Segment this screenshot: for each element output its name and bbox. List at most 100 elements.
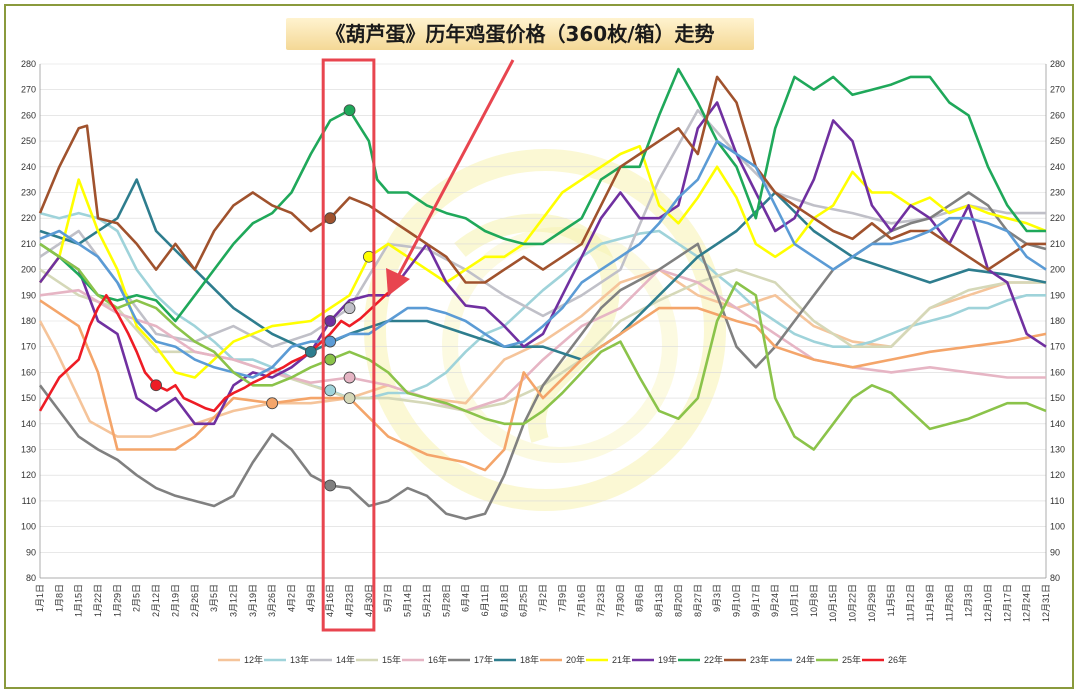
series-line-19年 [38, 101, 1047, 426]
series-marker-18年 [304, 345, 317, 358]
legend-label: 20年 [566, 654, 585, 665]
y-tick-label-right: 200 [1050, 265, 1065, 275]
series-line-16年 [39, 268, 1046, 413]
x-tick-label: 6月25日 [519, 584, 529, 617]
y-tick-label-left: 180 [21, 316, 36, 326]
x-tick-label: 9月24日 [770, 584, 780, 617]
y-tick-label-left: 170 [21, 342, 36, 352]
x-tick-label: 10月1日 [790, 584, 800, 617]
x-tick-label: 4月23日 [345, 584, 355, 617]
y-tick-label-left: 160 [21, 367, 36, 377]
x-tick-label: 12月10日 [983, 584, 993, 622]
x-tick-label: 6月18日 [499, 584, 509, 617]
y-tick-label-right: 90 [1050, 547, 1060, 557]
x-tick-label: 10月29日 [867, 584, 877, 622]
x-tick-label: 1月8日 [54, 584, 64, 612]
legend-label: 19年 [658, 654, 677, 665]
series-line-22年 [39, 67, 1046, 323]
x-tick-label: 3月19日 [248, 584, 258, 617]
y-tick-label-left: 200 [21, 265, 36, 275]
x-tick-label: 8月27日 [693, 584, 703, 617]
x-tick-label: 11月5日 [886, 584, 896, 616]
x-tick-label: 10月22日 [848, 584, 858, 622]
y-tick-label-left: 150 [21, 393, 36, 403]
legend-label: 26年 [888, 654, 907, 665]
x-tick-label: 3月26日 [267, 584, 277, 617]
x-tick-label: 7月30日 [615, 584, 625, 617]
legend-label: 15年 [382, 654, 401, 665]
series-line-24年 [39, 139, 1047, 379]
legend-label: 17年 [474, 654, 493, 665]
series-line-25年 [39, 242, 1047, 451]
y-tick-label-left: 220 [21, 213, 36, 223]
x-tick-label: 2月12日 [151, 584, 161, 617]
x-tick-label: 11月26日 [944, 584, 954, 621]
y-tick-label-right: 100 [1050, 522, 1065, 532]
series-marker-22年 [343, 104, 356, 117]
x-tick-label: 8月13日 [654, 584, 664, 617]
x-tick-label: 5月21日 [422, 584, 432, 617]
y-tick-label-left: 100 [21, 522, 36, 532]
y-tick-label-right: 80 [1050, 573, 1060, 583]
y-tick-label-left: 120 [21, 470, 36, 480]
y-tick-label-right: 190 [1050, 290, 1065, 300]
y-tick-label-right: 270 [1050, 85, 1065, 95]
y-tick-label-left: 270 [21, 85, 36, 95]
series-line-17年 [38, 191, 1047, 521]
x-tick-label: 11月19日 [925, 584, 935, 621]
x-tick-label: 2月26日 [190, 584, 200, 617]
x-tick-label: 10月8日 [809, 584, 819, 617]
legend-label: 16年 [428, 654, 447, 665]
y-tick-label-left: 250 [21, 136, 36, 146]
series-marker-23年 [324, 212, 337, 225]
series-markers [150, 104, 375, 492]
x-tick-label: 8月6日 [635, 584, 645, 612]
y-axis-left: 80 90 100 110 120 130 140 150 160 170 180 190 200 210… [21, 59, 41, 583]
y-tick-label-left: 90 [26, 547, 36, 557]
x-tick-label: 10月15日 [828, 584, 838, 622]
legend-label: 18年 [520, 654, 539, 665]
legend-label: 23年 [750, 654, 769, 665]
highlight-arrow [386, 59, 515, 296]
legend-label: 13年 [290, 654, 309, 665]
y-tick-label-right: 110 [1050, 496, 1064, 506]
x-tick-label: 1月22日 [93, 584, 103, 617]
y-tick-label-left: 80 [26, 573, 36, 583]
x-tick-label: 12月17日 [1002, 584, 1012, 622]
x-tick-label: 7月23日 [596, 584, 606, 617]
y-tick-label-left: 110 [22, 496, 36, 506]
legend: 12年 13年 14年 15年 16年 17年 18年 20年 21年 19年 22年 23年 24年 2… [218, 654, 907, 665]
series-marker-16年 [343, 371, 356, 384]
x-tick-label: 6月11日 [480, 584, 490, 616]
x-tick-label: 1月15日 [74, 584, 84, 617]
x-tick-label: 5月14日 [403, 584, 413, 617]
y-tick-label-left: 230 [21, 188, 36, 198]
x-tick-label: 5月28日 [441, 584, 451, 617]
y-tick-label-right: 250 [1050, 136, 1065, 146]
y-tick-label-right: 150 [1050, 393, 1065, 403]
chart-title: 《葫芦蛋》历年鸡蛋价格（360枚/箱）走势 [286, 18, 754, 50]
y-tick-label-left: 210 [21, 239, 36, 249]
highlight-box [321, 58, 376, 632]
x-tick-label: 4月9日 [306, 584, 316, 612]
x-tick-label: 1月29日 [112, 584, 122, 617]
grid-lines [40, 63, 1046, 579]
x-tick-label: 4月16日 [325, 584, 335, 617]
series-marker-15年 [343, 392, 356, 405]
x-tick-label: 9月3日 [712, 584, 722, 612]
y-tick-label-right: 210 [1050, 239, 1065, 249]
series-marker-24年 [324, 335, 337, 348]
x-tick-label: 3月5日 [209, 584, 219, 612]
x-tick-label: 7月16日 [577, 584, 587, 617]
x-tick-label: 12月31日 [1041, 584, 1051, 622]
x-tick-label: 9月17日 [751, 584, 761, 617]
y-tick-label-right: 280 [1050, 59, 1065, 69]
y-tick-label-right: 240 [1050, 162, 1065, 172]
series-line-14年 [39, 109, 1046, 348]
series-marker-17年 [324, 479, 337, 492]
y-tick-label-right: 220 [1050, 213, 1065, 223]
x-tick-label: 12月24日 [1022, 584, 1032, 622]
series-line-23年 [38, 75, 1046, 284]
y-tick-label-right: 130 [1050, 445, 1065, 455]
legend-label: 12年 [244, 654, 263, 665]
